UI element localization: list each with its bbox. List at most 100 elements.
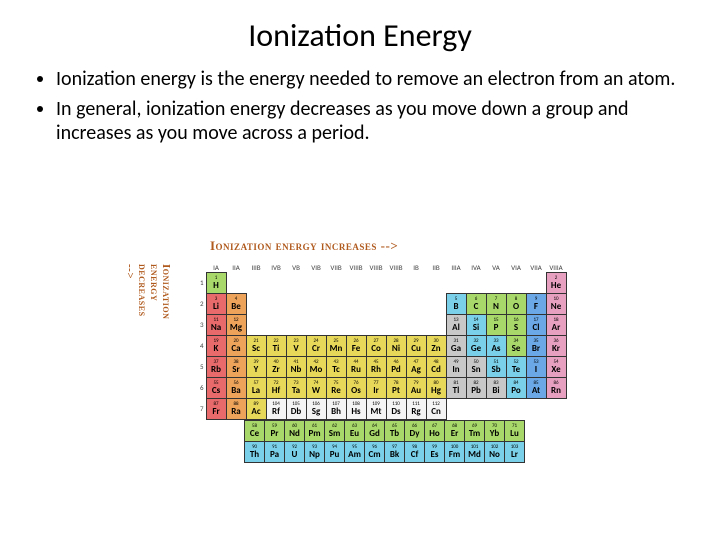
element-cell: 28Ni bbox=[386, 335, 406, 356]
element-cell: 58Ce bbox=[245, 421, 265, 442]
element-cell: 43Tc bbox=[326, 356, 346, 377]
element-cell: 12Mg bbox=[226, 314, 246, 335]
element-cell: 6C bbox=[466, 293, 486, 314]
element-cell: 22Ti bbox=[266, 335, 286, 356]
element-cell: 50Sn bbox=[466, 356, 486, 377]
element-cell: 66Dy bbox=[405, 421, 425, 442]
element-cell: 16S bbox=[506, 314, 526, 335]
element-cell: 61Pm bbox=[305, 421, 325, 442]
periodic-table: IAIIAIIIBIVBVBVIBVIIBVIIIBVIIIBVIIIBIBII… bbox=[186, 260, 567, 420]
element-cell: 20Ca bbox=[226, 335, 246, 356]
element-cell: 68Er bbox=[445, 421, 465, 442]
element-cell: 19K bbox=[206, 335, 226, 356]
element-cell: 86Rn bbox=[546, 377, 566, 398]
element-cell: 69Tm bbox=[465, 421, 485, 442]
element-cell: 89Ac bbox=[246, 398, 266, 419]
element-cell: 34Se bbox=[506, 335, 526, 356]
element-cell: 57La bbox=[246, 377, 266, 398]
element-cell: 40Zr bbox=[266, 356, 286, 377]
element-cell: 36Kr bbox=[546, 335, 566, 356]
element-cell: 25Mn bbox=[326, 335, 346, 356]
element-cell: 46Pd bbox=[386, 356, 406, 377]
element-cell: 110Ds bbox=[386, 398, 406, 419]
top-trend-label: Ionization energy increases --> bbox=[210, 238, 398, 254]
element-cell: 73Ta bbox=[286, 377, 306, 398]
element-cell: 56Ba bbox=[226, 377, 246, 398]
lanthanide-actinide-block: 58Ce59Pr60Nd61Pm62Sm63Eu64Gd65Tb66Dy67Ho… bbox=[244, 420, 525, 463]
element-cell: 94Pu bbox=[325, 442, 345, 463]
element-cell: 33As bbox=[486, 335, 506, 356]
bullet-item: Ionization energy is the energy needed t… bbox=[56, 67, 684, 91]
element-cell: 52Te bbox=[506, 356, 526, 377]
element-cell: 51Sb bbox=[486, 356, 506, 377]
element-cell: 72Hf bbox=[266, 377, 286, 398]
element-cell: 96Cm bbox=[365, 442, 385, 463]
element-cell: 26Fe bbox=[346, 335, 366, 356]
element-cell: 111Rg bbox=[406, 398, 426, 419]
element-cell: 108Hs bbox=[346, 398, 366, 419]
element-cell: 63Eu bbox=[345, 421, 365, 442]
element-cell: 45Rh bbox=[366, 356, 386, 377]
element-cell: 1H bbox=[206, 272, 226, 293]
element-cell: 29Cu bbox=[406, 335, 426, 356]
element-cell: 65Tb bbox=[385, 421, 405, 442]
element-cell: 105Db bbox=[286, 398, 306, 419]
element-cell: 5B bbox=[446, 293, 466, 314]
element-cell: 32Ge bbox=[466, 335, 486, 356]
element-cell: 54Xe bbox=[546, 356, 566, 377]
element-cell: 49In bbox=[446, 356, 466, 377]
element-cell: 85At bbox=[526, 377, 546, 398]
element-cell: 9F bbox=[526, 293, 546, 314]
element-cell: 104Rf bbox=[266, 398, 286, 419]
element-cell: 11Na bbox=[206, 314, 226, 335]
element-cell: 81Tl bbox=[446, 377, 466, 398]
element-cell: 31Ga bbox=[446, 335, 466, 356]
element-cell: 35Br bbox=[526, 335, 546, 356]
element-cell: 47Ag bbox=[406, 356, 426, 377]
element-cell: 18Ar bbox=[546, 314, 566, 335]
element-cell: 75Re bbox=[326, 377, 346, 398]
element-cell: 55Cs bbox=[206, 377, 226, 398]
element-cell: 42Mo bbox=[306, 356, 326, 377]
side-trend-label: Ionization energy decreases --> bbox=[158, 264, 172, 319]
element-cell: 48Cd bbox=[426, 356, 446, 377]
bullet-list: Ionization energy is the energy needed t… bbox=[0, 67, 720, 145]
element-cell: 60Nd bbox=[285, 421, 305, 442]
element-cell: 21Sc bbox=[246, 335, 266, 356]
element-cell: 95Am bbox=[345, 442, 365, 463]
element-cell: 70Yb bbox=[485, 421, 505, 442]
element-cell: 106Sg bbox=[306, 398, 326, 419]
element-cell: 67Ho bbox=[425, 421, 445, 442]
element-cell: 38Sr bbox=[226, 356, 246, 377]
element-cell: 76Os bbox=[346, 377, 366, 398]
element-cell: 3Li bbox=[206, 293, 226, 314]
element-cell: 99Es bbox=[425, 442, 445, 463]
element-cell: 17Cl bbox=[526, 314, 546, 335]
element-cell: 102No bbox=[485, 442, 505, 463]
element-cell: 109Mt bbox=[366, 398, 386, 419]
element-cell: 83Bi bbox=[486, 377, 506, 398]
element-cell: 97Bk bbox=[385, 442, 405, 463]
element-cell: 59Pr bbox=[265, 421, 285, 442]
element-cell: 90Th bbox=[245, 442, 265, 463]
element-cell: 112Cn bbox=[426, 398, 446, 419]
bullet-item: In general, ionization energy decreases … bbox=[56, 97, 684, 145]
element-cell: 103Lr bbox=[505, 442, 525, 463]
element-cell: 84Po bbox=[506, 377, 526, 398]
element-cell: 7N bbox=[486, 293, 506, 314]
element-cell: 80Hg bbox=[426, 377, 446, 398]
element-cell: 100Fm bbox=[445, 442, 465, 463]
element-cell: 64Gd bbox=[365, 421, 385, 442]
element-cell: 92U bbox=[285, 442, 305, 463]
element-cell: 74W bbox=[306, 377, 326, 398]
element-cell: 10Ne bbox=[546, 293, 566, 314]
element-cell: 101Md bbox=[465, 442, 485, 463]
element-cell: 78Pt bbox=[386, 377, 406, 398]
element-cell: 23V bbox=[286, 335, 306, 356]
element-cell: 93Np bbox=[305, 442, 325, 463]
element-cell: 77Ir bbox=[366, 377, 386, 398]
element-cell: 15P bbox=[486, 314, 506, 335]
element-cell: 53I bbox=[526, 356, 546, 377]
element-cell: 39Y bbox=[246, 356, 266, 377]
element-cell: 79Au bbox=[406, 377, 426, 398]
